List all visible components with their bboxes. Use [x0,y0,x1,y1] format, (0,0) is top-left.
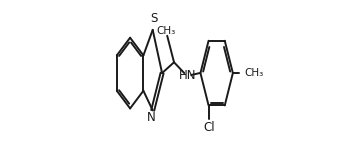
Text: CH₃: CH₃ [245,68,264,78]
Text: N: N [147,111,156,124]
Text: CH₃: CH₃ [157,26,176,36]
Text: S: S [150,12,157,25]
Text: Cl: Cl [203,120,215,133]
Text: HN: HN [179,69,196,82]
